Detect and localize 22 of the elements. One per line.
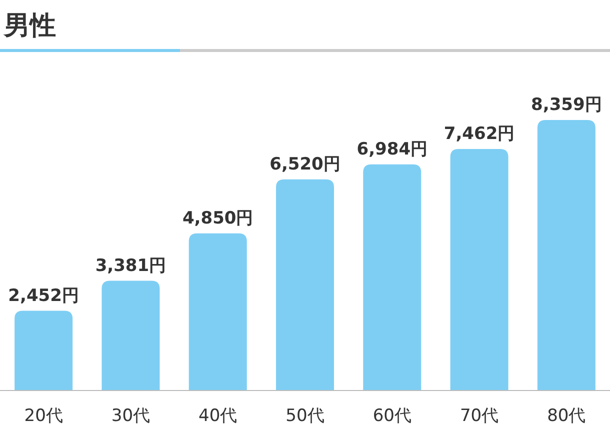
x-tick-label: 70代 [460, 406, 499, 426]
data-label: 8,359円 [531, 95, 602, 115]
x-tick-label: 80代 [547, 406, 586, 426]
data-label: 6,520円 [270, 154, 340, 174]
data-label: 2,452円 [8, 286, 79, 306]
data-label: 7,462円 [444, 124, 515, 144]
bar [537, 120, 596, 390]
bar [450, 148, 508, 390]
x-tick-label: 40代 [198, 406, 238, 426]
bar [188, 233, 247, 390]
data-label: 6,984円 [356, 139, 428, 160]
data-label: 4,850円 [182, 208, 254, 228]
x-tick-label: 60代 [372, 406, 412, 426]
x-tick-label: 20代 [24, 406, 63, 426]
x-tick-label: 30代 [111, 406, 150, 426]
bar [363, 164, 422, 390]
bar [14, 310, 73, 390]
x-tick-label: 50代 [286, 406, 324, 426]
bar [102, 280, 160, 390]
bar [276, 179, 334, 390]
chart-title: 男性 [3, 11, 56, 41]
data-label: 3,381円 [95, 256, 166, 276]
